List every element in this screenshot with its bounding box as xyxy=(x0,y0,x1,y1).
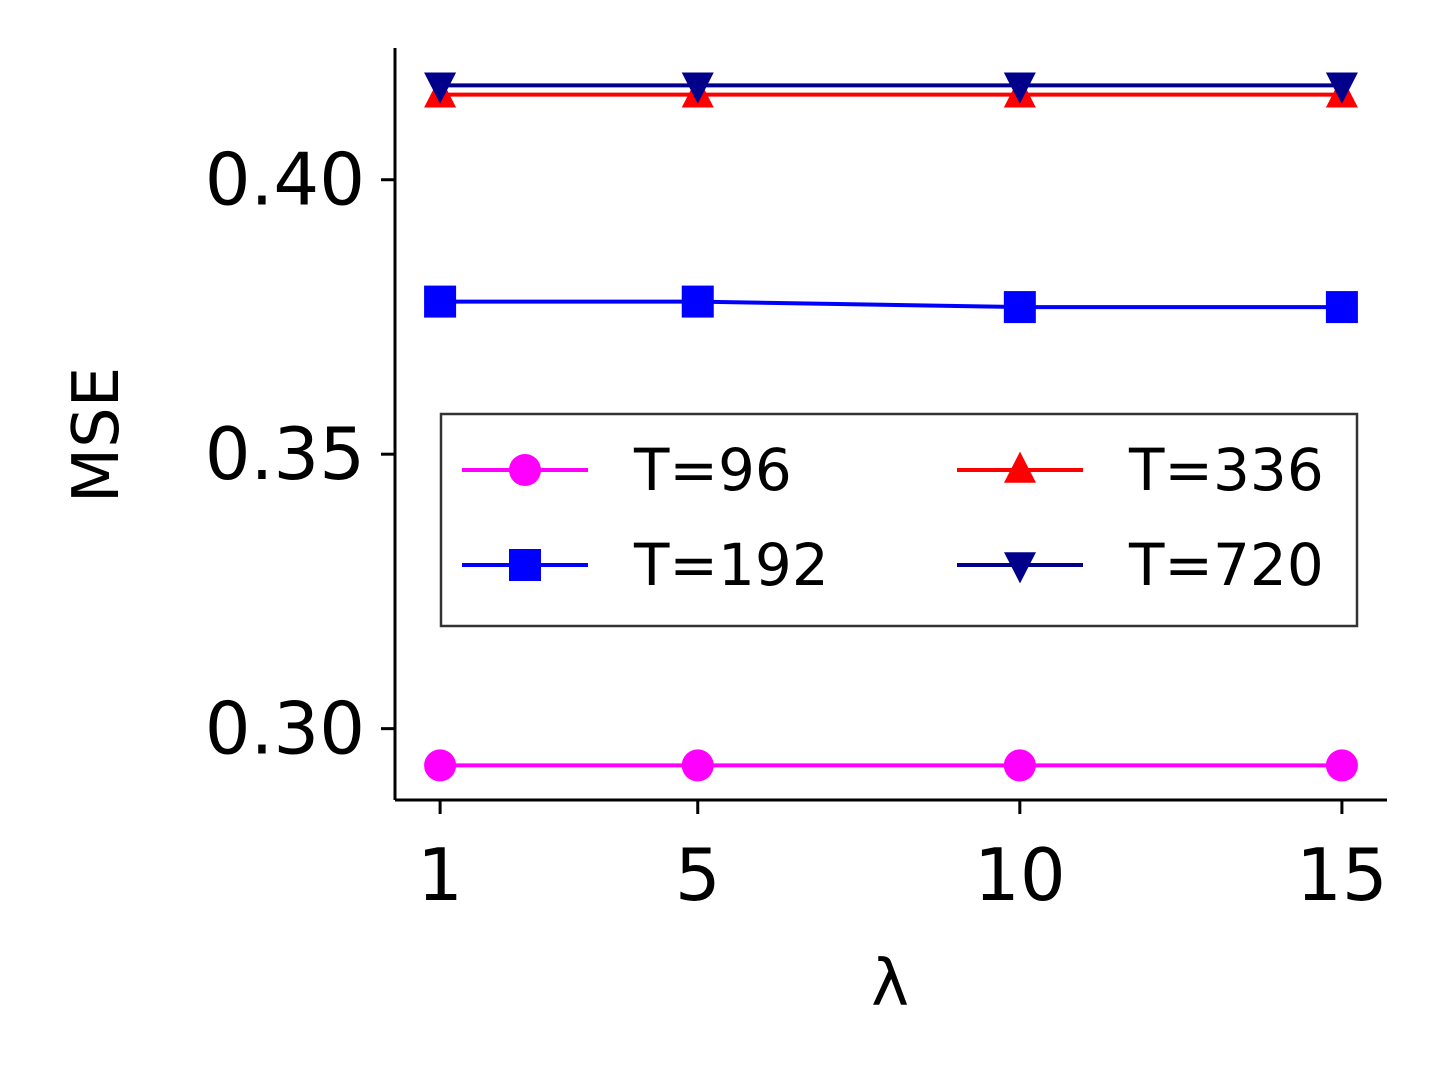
legend-marker xyxy=(1004,451,1036,483)
legend-label: T=336 xyxy=(1128,436,1324,504)
axes: 0.300.350.401 5 10 15 xyxy=(205,48,1388,917)
y-tick-label: 0.35 xyxy=(205,412,365,496)
series-line xyxy=(440,299,1342,310)
legend-entry: T=192 xyxy=(462,531,829,599)
data-point xyxy=(424,285,457,318)
data-point xyxy=(1003,72,1036,104)
legend-entry: T=336 xyxy=(957,436,1324,504)
data-point xyxy=(1325,291,1358,324)
x-tick-label: 5 xyxy=(675,833,721,917)
data-point xyxy=(1325,72,1358,104)
data-point xyxy=(1003,749,1036,782)
legend-label: T=192 xyxy=(633,531,829,599)
y-tick-label: 0.30 xyxy=(205,687,365,771)
legend-label: T=96 xyxy=(633,436,792,504)
legend-entry: T=96 xyxy=(462,436,792,504)
data-point xyxy=(1325,749,1358,782)
x-axis-label: λ xyxy=(871,947,909,1021)
series-T=720 xyxy=(424,72,1358,104)
x-tick-label: 1 xyxy=(417,833,463,917)
data-point xyxy=(681,72,714,104)
legend-entry: T=720 xyxy=(957,531,1324,599)
legend-frame xyxy=(439,412,1359,628)
data-point xyxy=(424,72,457,104)
data-point xyxy=(1003,291,1036,324)
legend-marker xyxy=(509,549,541,581)
data-point xyxy=(681,285,714,318)
legend-marker xyxy=(509,454,541,486)
series-T=192 xyxy=(424,285,1358,324)
legend-marker xyxy=(1004,552,1036,584)
y-axis-label: MSE xyxy=(60,367,134,503)
legend: T=96 T=192 T=336 T=720 xyxy=(439,412,1359,628)
legend-label: T=720 xyxy=(1128,531,1324,599)
x-tick-label: 15 xyxy=(1296,833,1388,917)
x-tick-label: 10 xyxy=(974,833,1066,917)
data-point xyxy=(424,749,457,782)
y-tick-label: 0.40 xyxy=(205,138,365,222)
series-T=96 xyxy=(424,749,1358,782)
series-T=336 xyxy=(424,76,1358,108)
series-layer xyxy=(424,72,1358,782)
data-point xyxy=(681,749,714,782)
